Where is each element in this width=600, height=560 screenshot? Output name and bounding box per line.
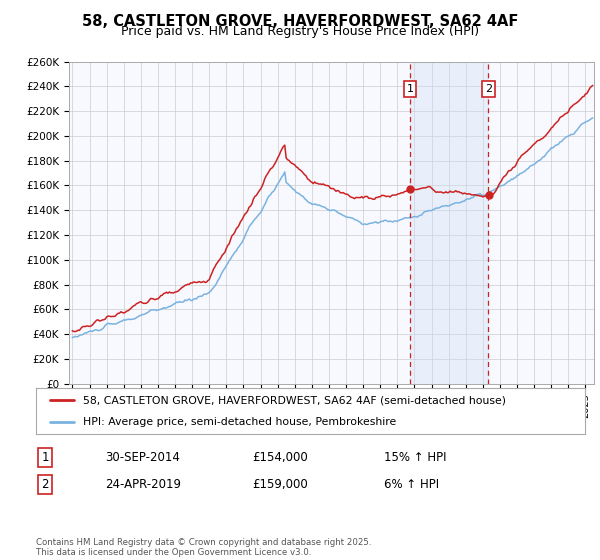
Text: 1: 1 xyxy=(407,84,413,94)
Text: 15% ↑ HPI: 15% ↑ HPI xyxy=(384,451,446,464)
Text: 58, CASTLETON GROVE, HAVERFORDWEST, SA62 4AF (semi-detached house): 58, CASTLETON GROVE, HAVERFORDWEST, SA62… xyxy=(83,395,506,405)
Text: Price paid vs. HM Land Registry's House Price Index (HPI): Price paid vs. HM Land Registry's House … xyxy=(121,25,479,38)
Text: 30-SEP-2014: 30-SEP-2014 xyxy=(105,451,180,464)
Text: HPI: Average price, semi-detached house, Pembrokeshire: HPI: Average price, semi-detached house,… xyxy=(83,417,396,427)
Text: 2: 2 xyxy=(485,84,492,94)
Bar xyxy=(410,62,488,384)
Text: 2: 2 xyxy=(41,478,49,491)
Text: 1: 1 xyxy=(41,451,49,464)
Text: 58, CASTLETON GROVE, HAVERFORDWEST, SA62 4AF: 58, CASTLETON GROVE, HAVERFORDWEST, SA62… xyxy=(82,14,518,29)
Text: Contains HM Land Registry data © Crown copyright and database right 2025.
This d: Contains HM Land Registry data © Crown c… xyxy=(36,538,371,557)
Text: 24-APR-2019: 24-APR-2019 xyxy=(105,478,181,491)
Text: 6% ↑ HPI: 6% ↑ HPI xyxy=(384,478,439,491)
Text: £154,000: £154,000 xyxy=(252,451,308,464)
Text: £159,000: £159,000 xyxy=(252,478,308,491)
